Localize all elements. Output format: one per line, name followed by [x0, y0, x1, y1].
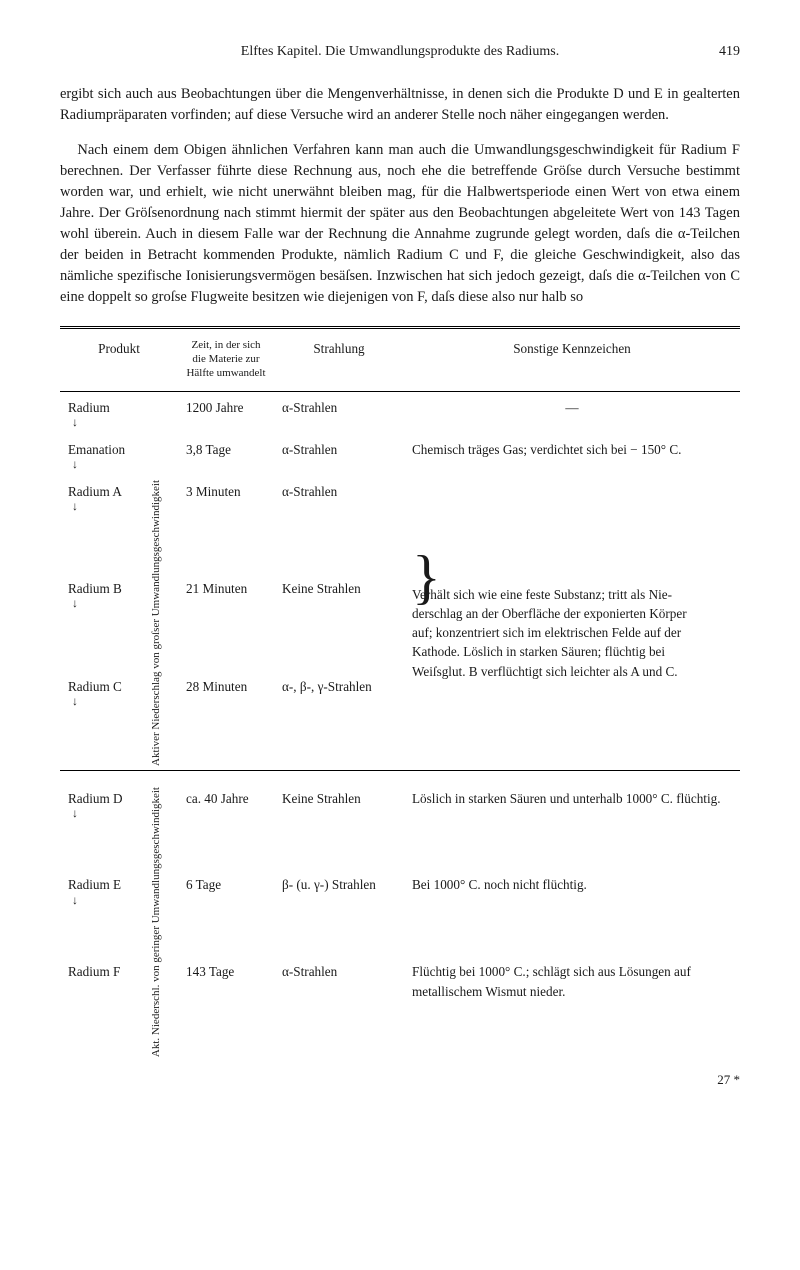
cell-ra-d-zeit: ca. 40 Jahre [178, 783, 274, 870]
running-header: Elftes Kapitel. Die Umwandlungsprodukte … [60, 42, 740, 62]
vert-label-def: Akt. Niederschl. von geringer Umwand­lun… [150, 787, 163, 1057]
cell-radium-zeit: 1200 Jahre [178, 391, 274, 433]
cell-ra-a-zeit: 3 Minuten [178, 476, 274, 574]
cell-emanation-kenn: Chemisch träges Gas; ver­dichtet sich be… [404, 434, 740, 476]
cell-ra-e-strahl: β- (u. γ-) Strahlen [274, 869, 404, 956]
page-number: 419 [719, 42, 740, 62]
cell-emanation-zeit: 3,8 Tage [178, 434, 274, 476]
down-arrow-icon: ↓ [72, 808, 146, 819]
cell-ra-c-strahl: α-, β-, γ-Strahlen [274, 671, 404, 770]
vert-label-abc-cell: Aktiver Niederschlag von groſser Umwandl… [148, 476, 178, 770]
decay-table: Produkt Zeit, in der sich die Materie zu… [60, 326, 740, 1060]
cell-radium-kenn: — [404, 391, 740, 433]
down-arrow-icon: ↓ [72, 598, 146, 609]
cell-ra-c-zeit: 28 Minuten [178, 671, 274, 770]
cell-ra-f-kenn: Flüchtig bei 1000° C.; schlägt sich aus … [404, 956, 740, 1060]
row-radium-d: Radium D ↓ Akt. Niederschl. von geringer… [60, 783, 740, 870]
vert-label-def-cell: Akt. Niederschl. von geringer Umwand­lun… [148, 783, 178, 1061]
cell-ra-e-kenn: Bei 1000° C. noch nicht flüchtig. [404, 869, 740, 956]
cell-radium-strahl: α-Strahlen [274, 391, 404, 433]
cell-ra-b-strahl: Keine Strahlen [274, 573, 404, 671]
cell-ra-f-zeit: 143 Tage [178, 956, 274, 1060]
cell-ra-b-zeit: 21 Minuten [178, 573, 274, 671]
row-radium: Radium ↓ 1200 Jahre α-Strahlen — [60, 391, 740, 433]
cell-ra-a-strahl: α-Strahlen [274, 476, 404, 574]
row-radium-a: Radium A ↓ Aktiver Niederschlag von groſ… [60, 476, 740, 574]
cell-abc-kenn-text: Verhält sich wie eine feste Substanz; tr… [412, 585, 702, 681]
down-arrow-icon: ↓ [72, 895, 146, 906]
separator-row [60, 770, 740, 783]
signature-mark: 27 * [60, 1071, 740, 1090]
cell-emanation-name: Emanation [68, 440, 125, 459]
row-emanation: Emanation ↓ 3,8 Tage α-Strahlen Chemisch… [60, 434, 740, 476]
down-arrow-icon: ↓ [72, 459, 176, 470]
down-arrow-icon: ↓ [72, 417, 176, 428]
th-zeit: Zeit, in der sich die Materie zur Hälfte… [178, 328, 274, 391]
cell-emanation-strahl: α-Strahlen [274, 434, 404, 476]
th-produkt: Produkt [60, 328, 178, 391]
vert-label-abc: Aktiver Niederschlag von groſser Umwandl… [150, 480, 163, 766]
down-arrow-icon: ↓ [72, 501, 146, 512]
paragraph-1: ergibt sich auch aus Beobachtungen über … [60, 84, 740, 126]
down-arrow-icon: ↓ [72, 696, 146, 707]
th-strahlung: Strahlung [274, 328, 404, 391]
th-kennzeichen: Sonstige Kennzeichen [404, 328, 740, 391]
cell-ra-d-strahl: Keine Strahlen [274, 783, 404, 870]
cell-ra-f-strahl: α-Strahlen [274, 956, 404, 1060]
cell-ra-d-name: Radium D [68, 789, 123, 808]
table-header-row: Produkt Zeit, in der sich die Materie zu… [60, 328, 740, 391]
cell-ra-f-name: Radium F [68, 962, 120, 981]
cell-ra-e-zeit: 6 Tage [178, 869, 274, 956]
running-title: Elftes Kapitel. Die Umwandlungsprodukte … [241, 42, 559, 62]
paragraph-2: Nach einem dem Obigen ähnlichen Verfahre… [60, 140, 740, 308]
cell-abc-kenn: } Verhält sich wie eine feste Substanz; … [404, 476, 740, 770]
cell-ra-e-name: Radium E [68, 875, 121, 894]
cell-ra-d-kenn: Löslich in starken Säuren und unterhalb … [404, 783, 740, 870]
cell-radium-name: Radium [68, 398, 110, 417]
cell-ra-a-name: Radium A [68, 482, 122, 501]
